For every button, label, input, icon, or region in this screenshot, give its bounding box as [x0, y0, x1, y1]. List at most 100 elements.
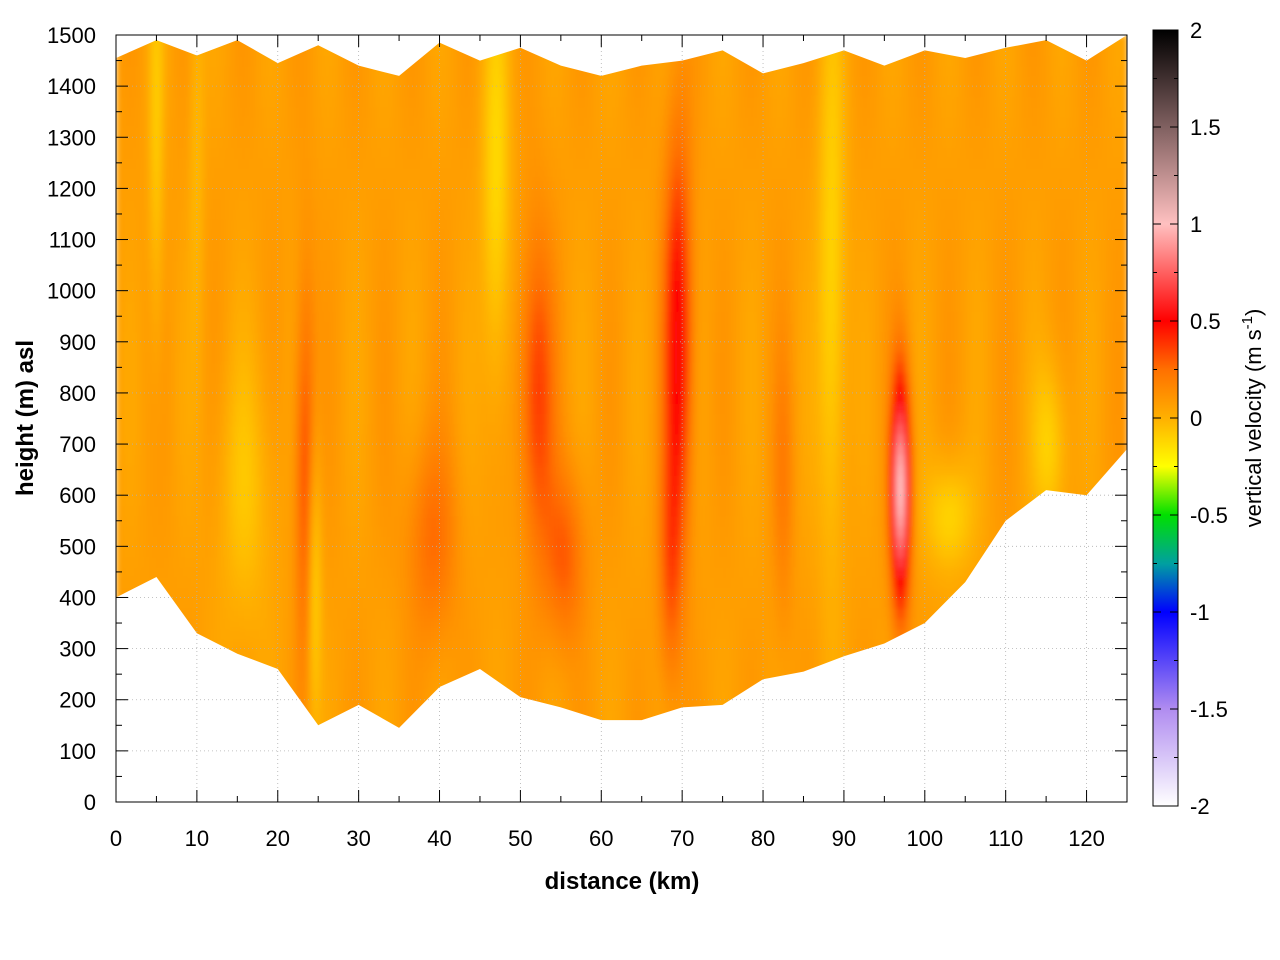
- heatmap-cell: [314, 730, 319, 741]
- heatmap-cell: [169, 649, 174, 660]
- heatmap-cell: [371, 741, 376, 752]
- heatmap-cell: [181, 628, 186, 639]
- heatmap-cell: [160, 741, 165, 752]
- heatmap-cell: [262, 761, 267, 772]
- heatmap-cell: [205, 649, 210, 660]
- heatmap-cell: [375, 782, 380, 793]
- heatmap-cell: [294, 792, 299, 803]
- heatmap-cell: [278, 792, 283, 803]
- heatmap-cell: [290, 710, 295, 721]
- heatmap-cell: [347, 792, 352, 803]
- heatmap-cell: [120, 608, 125, 619]
- heatmap-cell: [249, 792, 254, 803]
- heatmap-cell: [286, 771, 291, 782]
- heatmap-cell: [217, 700, 222, 711]
- heatmap-cell: [262, 782, 267, 793]
- heatmap-cell: [144, 710, 149, 721]
- heatmap-cell: [136, 597, 141, 608]
- heatmap-cell: [383, 751, 388, 762]
- heatmap-cell: [120, 35, 125, 46]
- heatmap-cell: [322, 720, 327, 731]
- heatmap-cell: [128, 730, 133, 741]
- heatmap-cell: [233, 700, 238, 711]
- heatmap-cell: [229, 761, 234, 772]
- heatmap-cell: [294, 782, 299, 793]
- heatmap-cell: [282, 792, 287, 803]
- heatmap-cell: [160, 710, 165, 721]
- heatmap-cell: [258, 782, 263, 793]
- heatmap-cell: [266, 700, 271, 711]
- heatmap-cell: [286, 720, 291, 731]
- heatmap-cell: [197, 710, 202, 721]
- heatmap-cell: [233, 659, 238, 670]
- heatmap-cell: [144, 782, 149, 793]
- heatmap-cell: [245, 761, 250, 772]
- heatmap-cell: [270, 792, 275, 803]
- heatmap-cell: [140, 751, 145, 762]
- heatmap-cell: [302, 710, 307, 721]
- heatmap-cell: [326, 761, 331, 772]
- heatmap-cell: [217, 690, 222, 701]
- heatmap-cell: [132, 638, 137, 649]
- heatmap-cell: [201, 700, 206, 711]
- heatmap-cell: [197, 782, 202, 793]
- heatmap-cell: [266, 761, 271, 772]
- heatmap-cell: [266, 710, 271, 721]
- heatmap-cell: [160, 700, 165, 711]
- heatmap-cell: [241, 730, 246, 741]
- heatmap-cell: [338, 751, 343, 762]
- heatmap-cell: [379, 782, 384, 793]
- heatmap-cell: [136, 679, 141, 690]
- heatmap-cell: [160, 730, 165, 741]
- heatmap-cell: [144, 730, 149, 741]
- heatmap-cell: [148, 761, 153, 772]
- heatmap-cell: [221, 35, 226, 46]
- heatmap-cell: [221, 751, 226, 762]
- heatmap-cell: [189, 690, 194, 701]
- heatmap-cell: [375, 35, 380, 46]
- heatmap-cell: [201, 659, 206, 670]
- heatmap-cell: [189, 771, 194, 782]
- heatmap-cell: [148, 638, 153, 649]
- heatmap-cell: [160, 618, 165, 629]
- heatmap-cell: [286, 35, 291, 46]
- heatmap-cell: [185, 782, 190, 793]
- heatmap-cell: [136, 690, 141, 701]
- heatmap-cell: [132, 792, 137, 803]
- heatmap-cell: [338, 730, 343, 741]
- heatmap-cell: [205, 771, 210, 782]
- heatmap-cell: [367, 751, 372, 762]
- heatmap-cell: [334, 771, 339, 782]
- heatmap-cell: [136, 720, 141, 731]
- heatmap-cell: [245, 679, 250, 690]
- heatmap-cell: [237, 679, 242, 690]
- heatmap-cell: [193, 720, 198, 731]
- heatmap-cell: [148, 741, 153, 752]
- heatmap-cell: [128, 690, 133, 701]
- heatmap-cell: [314, 761, 319, 772]
- heatmap-cell: [245, 35, 250, 46]
- heatmap-cell: [116, 700, 121, 711]
- heatmap-cell: [148, 792, 153, 803]
- heatmap-cell: [201, 782, 206, 793]
- heatmap-cell: [282, 782, 287, 793]
- heatmap-cell: [148, 587, 153, 598]
- heatmap-cell: [371, 720, 376, 731]
- heatmap-cell: [322, 782, 327, 793]
- heatmap-cell: [124, 710, 129, 721]
- heatmap-cell: [205, 730, 210, 741]
- heatmap-cell: [258, 35, 263, 46]
- heatmap-cell: [177, 761, 182, 772]
- heatmap-cell: [197, 730, 202, 741]
- heatmap-cell: [318, 730, 323, 741]
- heatmap-cell: [371, 730, 376, 741]
- heatmap-cell: [197, 700, 202, 711]
- heatmap-cell: [177, 782, 182, 793]
- heatmap-cell: [116, 690, 121, 701]
- heatmap-cell: [152, 730, 157, 741]
- heatmap-cell: [330, 741, 335, 752]
- heatmap-cell: [262, 690, 267, 701]
- heatmap-cell: [233, 730, 238, 741]
- heatmap-cell: [173, 35, 178, 46]
- heatmap-cell: [173, 710, 178, 721]
